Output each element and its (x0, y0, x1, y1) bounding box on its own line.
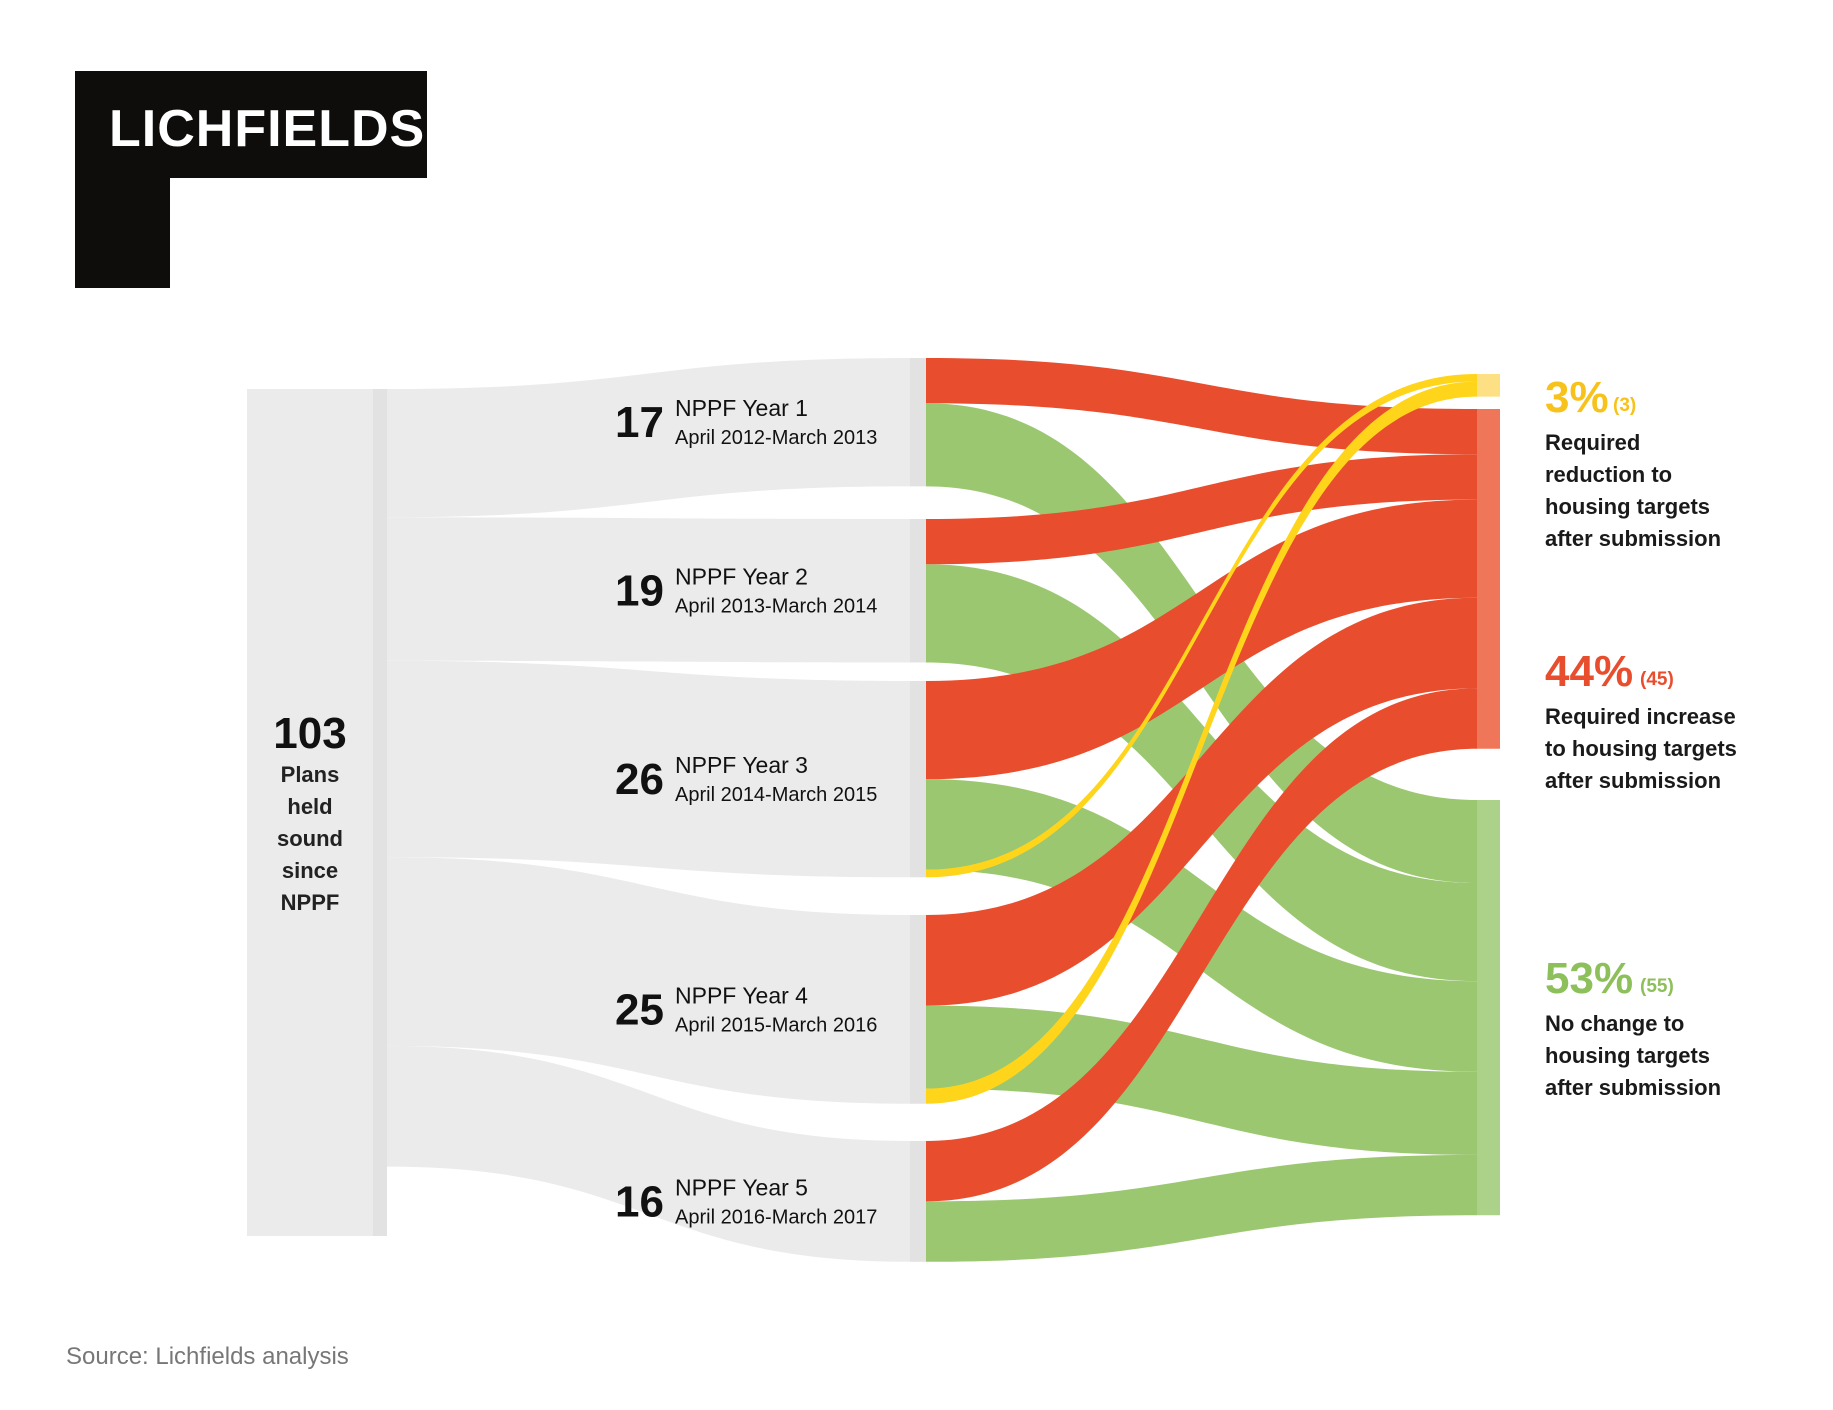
outcome-label-line: housing targets (1545, 494, 1710, 519)
period-dates: April 2013-March 2014 (675, 596, 877, 618)
total-to-period-flows (387, 358, 910, 1262)
outcome-count: (55) (1640, 976, 1674, 997)
total-node: 103 Plans held sound since NPPF (247, 389, 387, 1236)
total-label-line: NPPF (281, 890, 340, 915)
lichfields-logo: LICHFIELDS (75, 71, 427, 288)
period-label: 25 NPPF Year 4 April 2015-March 2016 (615, 982, 877, 1036)
flow-no-change (926, 1005, 1477, 1155)
outcome-label-increase: 44% (45) Required increase to housing targe… (1545, 647, 1737, 793)
period-stub (910, 519, 926, 663)
outcome-flows (926, 358, 1477, 1262)
outcome-nodes (1477, 374, 1500, 1216)
outcome-label-line: Required (1545, 430, 1640, 455)
period-name: NPPF Year 2 (675, 564, 808, 590)
period-name: NPPF Year 5 (675, 1174, 808, 1200)
period-labels: 17 NPPF Year 1 April 2012-March 2013 19 NPPF… (615, 395, 877, 1228)
outcome-count: (3) (1613, 395, 1636, 416)
total-to-period-flow (387, 1045, 910, 1262)
period-stub (910, 915, 926, 1104)
outcome-label-line: Required increase (1545, 704, 1736, 729)
period-label: 17 NPPF Year 1 April 2012-March 2013 (615, 395, 877, 449)
outcome-percent: 53% (1545, 954, 1633, 1003)
period-dates: April 2015-March 2016 (675, 1014, 877, 1036)
period-stubs (910, 358, 926, 1262)
flow-increase (926, 499, 1477, 780)
total-label-line: since (282, 858, 338, 883)
outcome-label-line: after submission (1545, 526, 1721, 551)
total-to-period-flow (387, 517, 910, 663)
period-name: NPPF Year 4 (675, 982, 808, 1008)
flow-increase (926, 454, 1477, 565)
outcome-label-line: No change to (1545, 1011, 1684, 1036)
period-count: 17 (615, 398, 664, 447)
outcome-label-line: housing targets (1545, 1043, 1710, 1068)
source-note: Source: Lichfields analysis (66, 1343, 349, 1370)
total-to-period-flow (387, 660, 910, 878)
period-name: NPPF Year 3 (675, 752, 808, 778)
outcome-percent: 3% (1545, 373, 1609, 422)
outcome-labels: 3% (3) Required reduction to housing targets… (1545, 373, 1737, 1100)
period-dates: April 2012-March 2013 (675, 427, 877, 449)
outcome-label-reduction: 3% (3) Required reduction to housing targets… (1545, 373, 1721, 551)
period-label: 16 NPPF Year 5 April 2016-March 2017 (615, 1174, 877, 1228)
flow-reduction (926, 374, 1477, 878)
outcome-node-increase (1477, 409, 1500, 749)
flow-increase (926, 597, 1477, 1006)
flow-reduction (926, 381, 1477, 1104)
outcome-label-line: after submission (1545, 768, 1721, 793)
outcome-count: (45) (1640, 669, 1674, 690)
outcome-node-reduction (1477, 374, 1500, 397)
outcome-node-no-change (1477, 800, 1500, 1216)
period-dates: April 2016-March 2017 (675, 1206, 877, 1228)
total-label-line: Plans (281, 762, 340, 787)
period-stub (910, 358, 926, 487)
period-dates: April 2014-March 2015 (675, 784, 877, 806)
period-label: 19 NPPF Year 2 April 2013-March 2014 (615, 564, 877, 618)
period-count: 16 (615, 1177, 664, 1226)
outcome-label-line: to housing targets (1545, 736, 1737, 761)
total-label-line: held (287, 794, 332, 819)
logo-text: LICHFIELDS (109, 100, 425, 158)
period-name: NPPF Year 1 (675, 395, 808, 421)
flow-increase (926, 688, 1477, 1202)
outcome-percent: 44% (1545, 647, 1633, 696)
period-count: 25 (615, 985, 664, 1034)
outcome-label-no-change: 53% (55) No change to housing targets after … (1545, 954, 1721, 1100)
outcome-label-line: reduction to (1545, 462, 1672, 487)
period-count: 19 (615, 567, 664, 616)
total-to-period-flow (387, 358, 910, 518)
period-stub (910, 1141, 926, 1262)
period-count: 26 (615, 755, 664, 804)
period-stub (910, 681, 926, 878)
flow-no-change (926, 1154, 1477, 1262)
total-value: 103 (273, 709, 346, 758)
period-label: 26 NPPF Year 3 April 2014-March 2015 (615, 752, 877, 806)
total-label: Plans held sound since NPPF (277, 762, 343, 915)
outcome-label-line: after submission (1545, 1075, 1721, 1100)
total-to-period-flow (387, 857, 910, 1104)
total-label-line: sound (277, 826, 343, 851)
